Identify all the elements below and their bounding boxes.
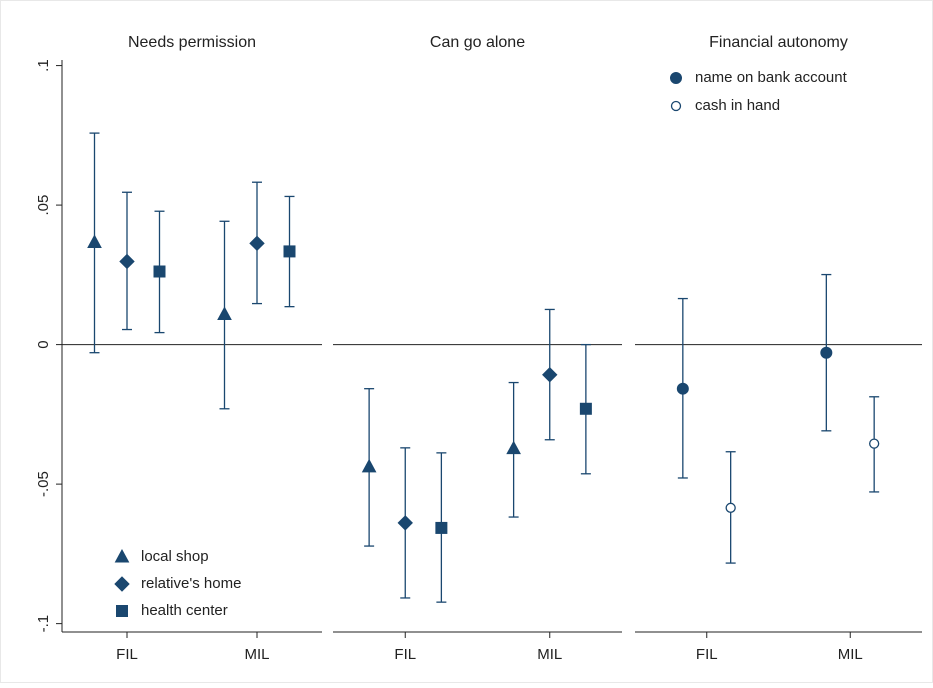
- y-tick-label: -.1: [35, 615, 52, 633]
- y-tick-label: 0: [35, 340, 52, 348]
- point: [283, 245, 296, 258]
- legend-label: name on bank account: [695, 69, 848, 86]
- panel-title: Needs permission: [128, 34, 256, 51]
- panel-title: Financial autonomy: [709, 34, 848, 51]
- legend-label: relative's home: [141, 575, 241, 592]
- legend-marker: [116, 605, 128, 617]
- legend-marker: [670, 72, 682, 84]
- x-tick-label: FIL: [116, 646, 138, 663]
- point: [506, 440, 521, 455]
- point: [217, 306, 232, 320]
- legend-marker: [114, 576, 130, 592]
- x-tick-label: FIL: [696, 646, 718, 663]
- x-tick-label: MIL: [244, 646, 269, 663]
- point: [397, 515, 413, 531]
- point: [725, 502, 736, 513]
- legend-marker: [114, 548, 130, 563]
- legend-label: cash in hand: [695, 97, 780, 114]
- point: [579, 402, 592, 415]
- x-tick-label: MIL: [537, 646, 562, 663]
- point: [676, 382, 689, 395]
- y-tick-label: .1: [35, 59, 52, 72]
- point: [249, 235, 265, 252]
- x-tick-label: FIL: [394, 646, 416, 663]
- point: [542, 367, 558, 383]
- legend-label: health center: [141, 602, 228, 619]
- y-tick-label: .05: [35, 195, 52, 216]
- point: [153, 265, 166, 278]
- point: [869, 438, 880, 449]
- point: [820, 346, 833, 359]
- point: [361, 458, 377, 473]
- panel-title: Can go alone: [430, 34, 525, 51]
- legend-label: local shop: [141, 548, 209, 565]
- point: [119, 253, 135, 270]
- legend-marker: [670, 100, 682, 112]
- point: [87, 234, 102, 248]
- y-tick-label: -.05: [35, 471, 52, 497]
- x-tick-label: MIL: [838, 646, 863, 663]
- point: [435, 521, 448, 534]
